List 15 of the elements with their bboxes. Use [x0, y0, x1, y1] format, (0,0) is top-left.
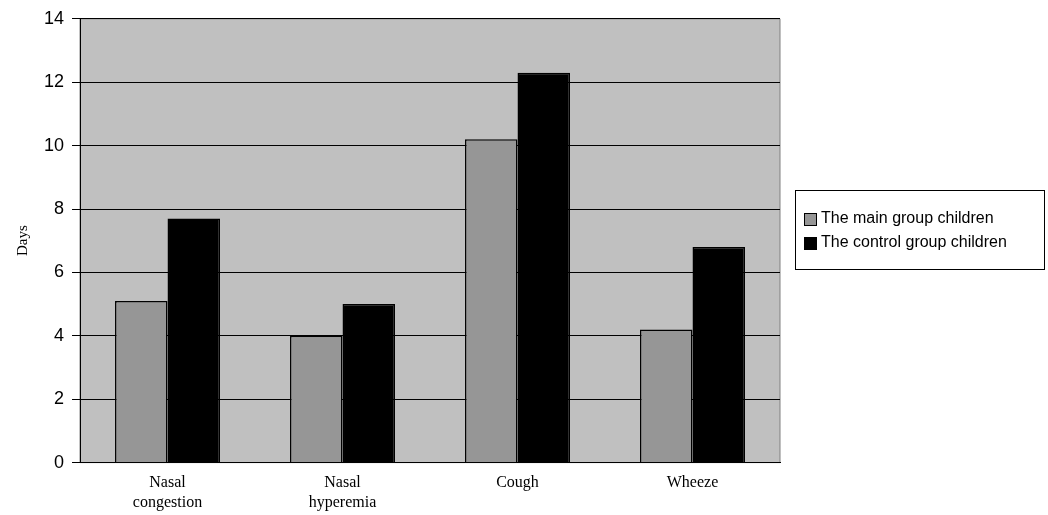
x-tick-label: Cough — [496, 473, 539, 492]
x-tick-label: Wheeze — [666, 473, 719, 491]
y-tick-label: 6 — [54, 261, 65, 282]
y-axis-title: Days — [13, 225, 30, 257]
y-tick-label: 14 — [43, 7, 65, 28]
y-tick-label: 12 — [43, 71, 65, 92]
y-tick-label: 4 — [54, 324, 65, 345]
x-tick-label: Nasal congestion — [132, 473, 203, 511]
y-tick-label: 10 — [43, 134, 65, 155]
y-tick-label: 8 — [54, 197, 65, 218]
legend-label: The control group children — [821, 233, 1007, 251]
x-tick-label: Nasal hyperemia — [308, 473, 377, 511]
y-tick-label: 2 — [54, 388, 65, 409]
y-tick-label: 0 — [54, 451, 65, 472]
legend-label: The main group children — [821, 209, 994, 227]
